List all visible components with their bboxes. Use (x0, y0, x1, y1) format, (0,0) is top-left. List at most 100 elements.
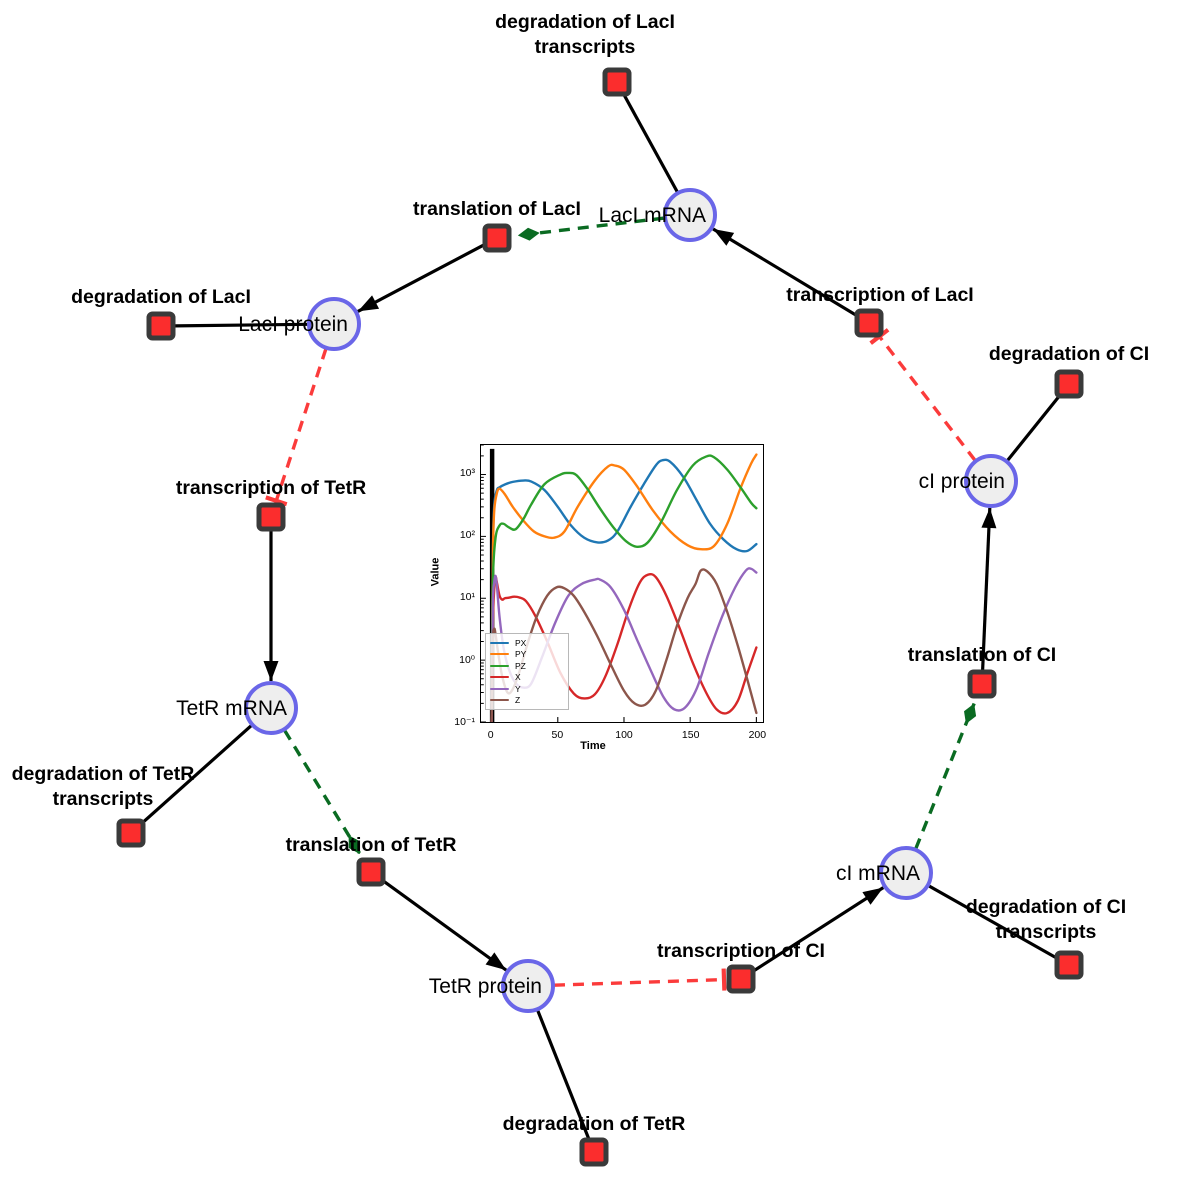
y-tick-label: 10² (459, 529, 475, 542)
reaction-label-transcription_ci: transcription of CI (657, 940, 825, 962)
edge-ci_mrna-to-translation_ci (914, 702, 977, 850)
reaction-square[interactable] (256, 502, 286, 532)
reaction-node-transcription_ci[interactable] (726, 964, 756, 994)
edge-tetr_protein-to-deg_tetr (536, 1009, 591, 1140)
species-circle[interactable] (663, 188, 717, 242)
series-group (490, 453, 758, 722)
node-layer (116, 67, 1084, 1167)
reaction-square[interactable] (482, 223, 512, 253)
reaction-label-translation_laci: translation of LacI (413, 198, 581, 220)
legend-swatch-Y (490, 687, 509, 690)
edge-transcription_ci-to-ci_mrna (751, 886, 885, 974)
edge-laci_protein-to-transcription_tetr (265, 348, 328, 507)
reaction-square[interactable] (1054, 950, 1084, 980)
reaction-square[interactable] (356, 857, 386, 887)
edge-line (927, 884, 1058, 960)
inset-timeseries-chart: 10⁻¹ 10⁰ 10¹ 10² 10³ 0 50 100 150 200 Value Time… (415, 437, 771, 757)
species-circle[interactable] (307, 297, 361, 351)
y-tick-label: 10⁻¹ (454, 716, 475, 728)
reaction-square[interactable] (1054, 369, 1084, 399)
edge-laci_mrna-to-translation_laci (517, 216, 665, 241)
species-circle[interactable] (501, 959, 555, 1013)
reaction-node-transcription_laci[interactable] (854, 308, 884, 338)
edge-line (140, 724, 253, 825)
edge-line (274, 348, 328, 502)
reaction-node-translation_tetr[interactable] (356, 857, 386, 887)
reaction-label-deg_laci_transcripts: degradation of LacI (495, 11, 675, 33)
reaction-square[interactable] (602, 67, 632, 97)
arrowhead-triangle (357, 295, 380, 312)
edge-line (878, 335, 977, 462)
edge-line (1006, 393, 1062, 462)
species-label-tetr_mrna: TetR mRNA (176, 697, 287, 720)
species-node-laci_mrna[interactable] (663, 188, 717, 242)
reaction-node-transcription_tetr[interactable] (256, 502, 286, 532)
legend-label-Z: Z (515, 695, 521, 705)
species-circle[interactable] (964, 454, 1018, 508)
edge-line (751, 886, 885, 974)
arrowhead-diamond (348, 835, 361, 855)
species-node-tetr_protein[interactable] (501, 959, 555, 1013)
edge-translation_tetr-to-tetr_protein (380, 878, 508, 972)
edge-line (622, 93, 679, 193)
legend-label-Y: Y (515, 683, 521, 694)
reaction-square[interactable] (146, 311, 176, 341)
arrowhead-diamond (517, 227, 540, 241)
species-label-tetr_protein: TetR protein (429, 975, 542, 998)
reaction-square[interactable] (579, 1137, 609, 1167)
label-layer: LacI mRNA LacI protein TetR mRNA TetR prote… (12, 11, 1150, 1135)
x-tick-label: 200 (748, 729, 767, 741)
edge-line (712, 227, 859, 318)
legend-item-PZ: PZ (490, 660, 564, 672)
species-circle[interactable] (879, 846, 933, 900)
species-label-laci_protein: LacI protein (238, 313, 348, 336)
reaction-label-deg_tetr: degradation of TetR (503, 1113, 686, 1135)
reaction-node-translation_ci[interactable] (967, 669, 997, 699)
species-node-laci_protein[interactable] (307, 297, 361, 351)
reaction-node-deg_laci[interactable] (146, 311, 176, 341)
edge-transcription_tetr-to-tetr_mrna (263, 530, 279, 681)
legend-label-PY: PY (515, 649, 527, 659)
species-node-ci_mrna[interactable] (879, 846, 933, 900)
reaction-node-deg_ci_transcripts[interactable] (1054, 950, 1084, 980)
species-node-ci_protein[interactable] (964, 454, 1018, 508)
arrowhead-triangle (713, 228, 735, 246)
reaction-node-deg_laci_transcripts[interactable] (602, 67, 632, 97)
edge-translation_ci-to-ci_protein (980, 507, 997, 672)
x-tick-label: 100 (615, 729, 633, 741)
species-node-tetr_mrna[interactable] (244, 681, 298, 735)
reaction-label-translation_ci: translation of CI (908, 644, 1056, 666)
series-line-PY (490, 453, 758, 705)
edge-line (283, 729, 362, 855)
species-label-ci_protein: cI protein (919, 470, 1005, 493)
x-ticks (491, 717, 757, 722)
reaction-node-deg_tetr_transcripts[interactable] (116, 818, 146, 848)
reaction-square[interactable] (116, 818, 146, 848)
legend-label-PX: PX (515, 637, 527, 648)
legend-swatch-PZ (490, 664, 509, 667)
reaction-square[interactable] (967, 669, 997, 699)
chart-legend: PX PY PZ X Y Z (485, 633, 569, 710)
edge-translation_laci-to-laci_protein (357, 242, 487, 313)
edge-laci_protein-to-deg_laci (174, 322, 309, 328)
reaction-node-deg_tetr[interactable] (579, 1137, 609, 1167)
reaction-node-deg_ci[interactable] (1054, 369, 1084, 399)
reaction-square[interactable] (854, 308, 884, 338)
arrowhead-triangle (862, 887, 884, 905)
legend-swatch-Z (490, 699, 509, 702)
arrowhead-tbar (721, 968, 727, 991)
series-line-PX (490, 458, 758, 705)
arrowhead-triangle (981, 507, 997, 529)
reaction-square[interactable] (726, 964, 756, 994)
x-tick-label: 150 (681, 729, 700, 741)
arrowhead-triangle (485, 952, 507, 971)
edge-ci_protein-to-deg_ci (1006, 393, 1062, 462)
edge-line (536, 1009, 591, 1140)
legend-label-X: X (515, 672, 521, 682)
legend-item-PX: PX (490, 637, 564, 649)
series-line-Y (490, 567, 758, 722)
species-circle[interactable] (244, 681, 298, 735)
reaction-node-translation_laci[interactable] (482, 223, 512, 253)
y-minor-ticks (481, 445, 486, 722)
